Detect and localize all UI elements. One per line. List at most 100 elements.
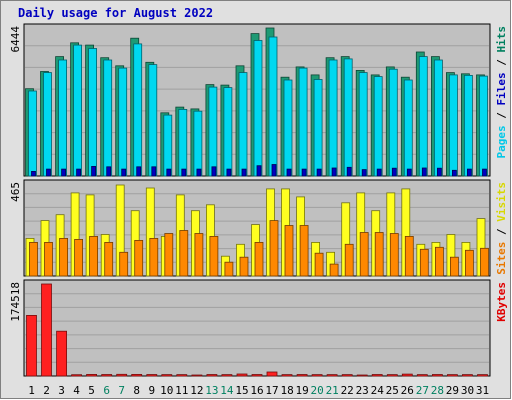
bar-files-day-1 (28, 90, 37, 177)
x-tick-label: 29 (446, 384, 459, 397)
bar-kbytes-day-28 (431, 374, 443, 377)
bar-sites-day-1 (29, 241, 38, 277)
bar-sites-day-13 (209, 235, 219, 277)
bar-files-day-11 (178, 109, 188, 177)
bar-pages-day-21 (331, 167, 337, 177)
bar-pages-day-26 (406, 168, 412, 177)
x-tick-label: 17 (265, 384, 278, 397)
bar-pages-day-6 (106, 166, 112, 177)
bar-files-day-30 (463, 75, 473, 177)
x-tick-label: 26 (401, 384, 414, 397)
bar-files-day-12 (193, 110, 203, 177)
bar-sites-day-15 (239, 256, 249, 277)
bar-sites-day-19 (299, 225, 309, 277)
x-tick-label: 5 (88, 384, 95, 397)
x-tick-label: 14 (220, 384, 234, 397)
x-tick-label: 8 (133, 384, 140, 397)
bar-pages-day-11 (181, 168, 187, 177)
bar-sites-day-11 (179, 230, 189, 277)
bar-sites-day-17 (269, 220, 279, 277)
bar-kbytes-day-15 (236, 373, 248, 377)
bar-pages-day-30 (466, 168, 472, 177)
bar-kbytes-day-22 (341, 374, 353, 377)
bar-sites-day-7 (119, 251, 129, 277)
legend-entry: / (495, 106, 508, 126)
bar-files-day-4 (73, 44, 82, 177)
legend-entry: / (495, 53, 508, 73)
bar-sites-day-6 (104, 241, 114, 277)
bar-sites-day-8 (134, 239, 144, 277)
bar-sites-day-10 (164, 233, 174, 277)
bar-kbytes-day-25 (386, 374, 398, 377)
bar-kbytes-day-6 (101, 374, 113, 377)
bar-pages-day-9 (151, 166, 157, 177)
bar-files-day-18 (283, 79, 293, 177)
x-tick-label: 27 (416, 384, 429, 397)
bar-files-day-9 (148, 64, 158, 177)
x-tick-label: 9 (148, 384, 155, 397)
bar-sites-day-25 (389, 233, 399, 277)
bar-files-day-16 (253, 40, 263, 177)
bar-pages-day-8 (136, 166, 142, 177)
bar-files-day-13 (208, 86, 218, 177)
bar-pages-day-2 (46, 168, 51, 177)
x-tick-label: 20 (310, 384, 323, 397)
bar-sites-day-20 (314, 252, 324, 277)
bar-sites-day-16 (254, 241, 264, 277)
x-tick-label: 22 (341, 384, 354, 397)
bar-files-day-19 (298, 67, 308, 177)
bar-pages-day-24 (376, 168, 382, 177)
bar-files-day-17 (268, 36, 278, 177)
bar-pages-day-1 (31, 170, 36, 177)
x-tick-label: 16 (250, 384, 263, 397)
bar-kbytes-day-18 (281, 374, 293, 377)
panel-top: 6444 Pages / Files / Hits (9, 23, 508, 177)
bar-pages-day-4 (76, 168, 81, 177)
bar-kbytes-day-17 (266, 371, 278, 377)
bar-pages-day-31 (482, 168, 487, 177)
series-pages (31, 164, 487, 177)
series-kbytes (26, 283, 488, 377)
bar-pages-day-20 (316, 168, 322, 177)
x-tick-label: 13 (205, 384, 218, 397)
bar-files-day-20 (313, 79, 323, 177)
bar-pages-day-29 (451, 169, 457, 177)
bar-kbytes-day-24 (371, 374, 383, 377)
bar-files-day-15 (238, 72, 248, 177)
x-tick-label: 7 (118, 384, 125, 397)
bar-sites-day-18 (284, 225, 294, 277)
panel-top-legend: Pages / Files / Hits (495, 26, 508, 159)
bar-kbytes-day-26 (401, 373, 413, 377)
panel-top-max-label: 6444 (9, 26, 22, 53)
x-axis-labels: 1 2 3 4 5 6 7 8 9 10 11 12 13 14 15 16 17 18 19 20 21 22 23 24 2… (28, 384, 489, 397)
bar-sites-day-9 (149, 237, 159, 277)
bar-pages-day-18 (286, 168, 292, 177)
bar-sites-day-31 (480, 247, 489, 277)
bar-kbytes-day-10 (161, 374, 173, 377)
bar-sites-day-28 (434, 246, 444, 277)
bar-files-day-26 (403, 79, 413, 177)
bar-pages-day-16 (256, 165, 262, 177)
x-tick-label: 1 (28, 384, 35, 397)
legend-entry: / (495, 222, 508, 242)
x-tick-label: 25 (386, 384, 399, 397)
bar-kbytes-day-13 (206, 374, 218, 377)
legend-entry: Sites (495, 242, 508, 275)
bar-pages-day-3 (61, 168, 66, 177)
x-tick-label: 15 (235, 384, 248, 397)
x-tick-label: 10 (160, 384, 173, 397)
panel-bottom-legend: KBytes (495, 282, 508, 322)
x-tick-label: 23 (356, 384, 369, 397)
bar-kbytes-day-1 (26, 314, 37, 377)
legend-entry: Pages (495, 125, 508, 158)
x-tick-label: 30 (461, 384, 474, 397)
chart-title: Daily usage for August 2022 (18, 6, 213, 20)
bar-sites-day-12 (194, 233, 204, 277)
bar-files-day-8 (133, 43, 143, 177)
bar-pages-day-13 (211, 166, 217, 177)
bar-kbytes-day-31 (477, 374, 488, 377)
bar-files-day-3 (58, 59, 67, 177)
x-tick-label: 11 (175, 384, 188, 397)
bar-sites-day-22 (344, 243, 354, 277)
bar-files-day-21 (328, 59, 338, 177)
